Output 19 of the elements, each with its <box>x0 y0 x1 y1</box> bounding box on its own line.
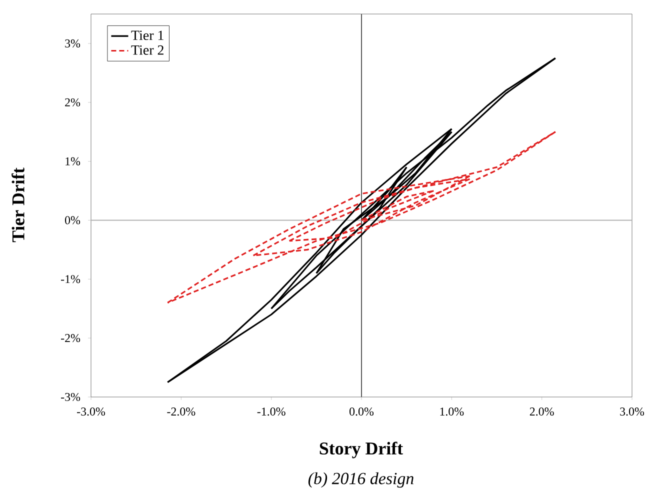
y-tick-label: 3% <box>65 39 80 48</box>
y-tick-label: 0% <box>65 216 80 224</box>
y-tick-label: 2% <box>65 98 80 106</box>
x-tick-label: -2.0% <box>167 408 196 416</box>
x-tick-label: -1.0% <box>257 408 286 416</box>
x-tick-label: 3.0% <box>620 408 644 416</box>
y-tick-label: -2% <box>61 334 80 342</box>
y-tick-label: -3% <box>61 392 80 402</box>
legend-label: Tier 1 <box>131 30 164 40</box>
x-tick-label: 1.0% <box>440 408 464 416</box>
y-tick-label: 1% <box>66 157 80 166</box>
y-axis-title: Tier Drift <box>12 168 24 242</box>
legend-label: Tier 2 <box>131 45 164 55</box>
x-tick-label: 0.0% <box>350 408 374 416</box>
x-axis-title: Story Drift <box>320 442 404 458</box>
x-tick-label: 2.0% <box>530 408 554 416</box>
x-tick-label: -3.0% <box>76 408 106 416</box>
y-tick-label: -1% <box>61 275 80 284</box>
text: (b) 2016 design <box>308 472 414 488</box>
